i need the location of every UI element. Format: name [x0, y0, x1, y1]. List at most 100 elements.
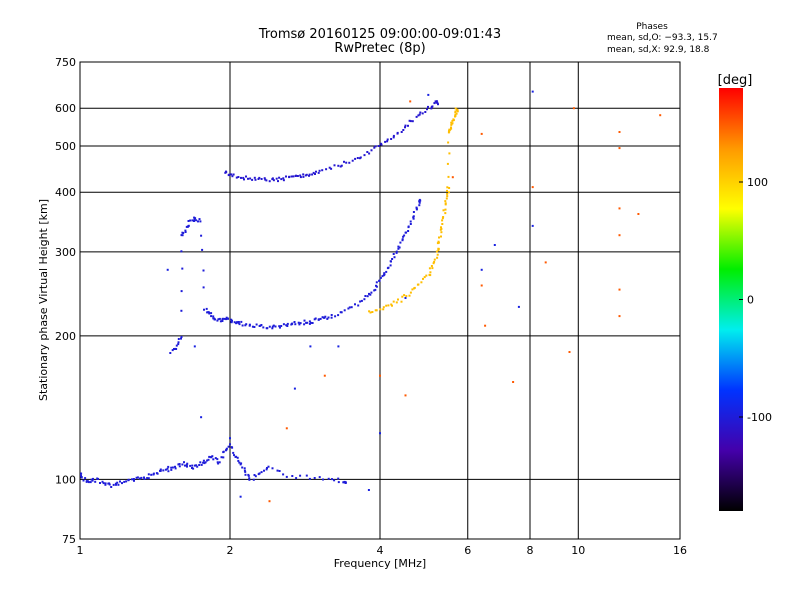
- echo-point: [227, 445, 230, 448]
- echo-point: [80, 474, 82, 477]
- echo-point: [450, 123, 453, 126]
- echo-point: [235, 176, 238, 179]
- echo-point: [216, 319, 219, 322]
- echo-point: [282, 179, 285, 182]
- echo-point: [147, 473, 150, 476]
- echo-point: [205, 307, 208, 310]
- echo-point: [200, 416, 203, 419]
- echo-point: [444, 200, 447, 203]
- x-tick-label: 16: [673, 544, 687, 557]
- echo-point: [214, 457, 217, 460]
- echo-point: [247, 177, 249, 180]
- echo-point: [186, 465, 188, 468]
- echo-point: [318, 476, 321, 479]
- echo-point: [268, 325, 271, 328]
- colorbar-label: [deg]: [718, 73, 753, 88]
- echo-point: [102, 482, 105, 485]
- echo-point: [263, 469, 265, 472]
- echo-point: [454, 110, 457, 113]
- echo-point: [404, 394, 407, 397]
- echo-point: [229, 437, 231, 440]
- echo-point: [208, 312, 211, 315]
- echo-point: [331, 478, 333, 481]
- echo-point: [373, 146, 376, 149]
- echo-point: [448, 130, 451, 133]
- echo-point: [392, 136, 395, 139]
- echo-point: [404, 126, 406, 129]
- echo-point: [80, 472, 83, 475]
- echo-point: [239, 463, 242, 466]
- echo-point: [290, 175, 293, 178]
- echo-point: [330, 167, 333, 170]
- echo-point: [238, 461, 241, 464]
- echo-point: [379, 374, 381, 377]
- echo-point: [367, 489, 370, 491]
- echo-point: [391, 258, 394, 260]
- echo-point: [311, 173, 314, 176]
- echo-point: [193, 218, 196, 221]
- echo-point: [425, 274, 428, 277]
- echo-point: [99, 482, 101, 484]
- y-tick-label: 300: [55, 246, 76, 259]
- echo-point: [194, 217, 197, 220]
- echo-point: [389, 264, 392, 267]
- echo-point: [178, 465, 181, 468]
- echo-point: [444, 202, 447, 205]
- echo-point: [117, 483, 120, 486]
- echo-point: [219, 320, 222, 323]
- echo-point: [114, 482, 117, 485]
- echo-point: [420, 281, 423, 284]
- echo-point: [430, 265, 433, 267]
- echo-point: [254, 178, 257, 181]
- echo-point: [138, 477, 141, 480]
- echo-point: [184, 464, 186, 467]
- echo-point: [87, 481, 90, 484]
- echo-point: [413, 286, 416, 289]
- echo-point: [531, 90, 534, 93]
- echo-point: [348, 161, 351, 164]
- y-tick-label: 200: [55, 330, 76, 343]
- echo-point: [299, 176, 302, 179]
- echo-point: [164, 468, 167, 471]
- echo-point: [127, 478, 130, 481]
- echo-point: [618, 207, 621, 210]
- echo-point: [196, 465, 199, 468]
- echo-point: [175, 348, 178, 350]
- echo-point: [441, 217, 444, 220]
- echo-point: [108, 482, 111, 485]
- echo-point: [440, 231, 443, 234]
- echo-point: [387, 304, 390, 307]
- echo-point: [442, 216, 445, 218]
- echo-point: [436, 101, 439, 104]
- echo-point: [180, 309, 183, 312]
- echo-point: [544, 261, 547, 264]
- echo-point: [407, 230, 410, 232]
- echo-point: [446, 162, 449, 165]
- echo-point: [180, 250, 183, 253]
- echo-point: [187, 224, 190, 227]
- echo-point: [484, 324, 487, 327]
- chart-subtitle: RwPretec (8p): [334, 41, 426, 56]
- echo-point: [195, 464, 198, 467]
- echo-point: [411, 120, 414, 123]
- echo-point: [233, 321, 236, 324]
- echo-point: [366, 151, 369, 153]
- echo-point: [447, 175, 450, 178]
- echo-point: [451, 119, 454, 122]
- stats-o-mode: mean, sd,O: −93.3, 15.7: [607, 33, 718, 43]
- echo-point: [325, 168, 328, 171]
- echo-point: [437, 103, 439, 106]
- echo-point: [309, 321, 312, 324]
- echo-point: [433, 102, 436, 105]
- echo-point: [265, 179, 268, 182]
- echo-point: [286, 322, 289, 325]
- echo-point: [422, 277, 424, 280]
- echo-point: [266, 467, 268, 469]
- echo-point: [97, 478, 99, 480]
- echo-point: [282, 177, 285, 180]
- echo-point: [493, 244, 496, 246]
- echo-point: [240, 176, 242, 179]
- echo-point: [198, 464, 201, 466]
- echo-point: [159, 469, 162, 472]
- echo-point: [225, 171, 228, 174]
